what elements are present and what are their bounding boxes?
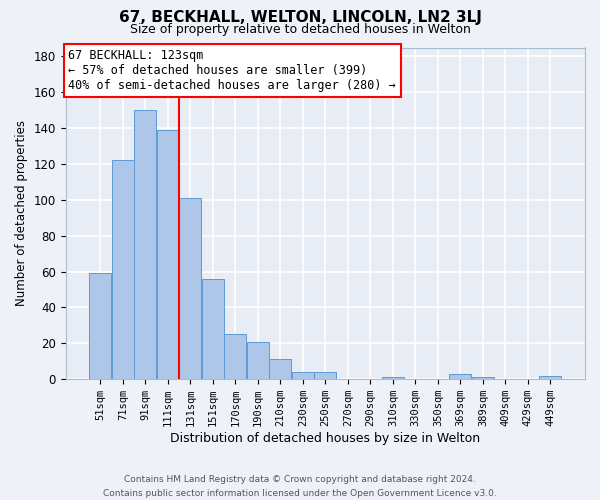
Bar xyxy=(382,378,404,379)
Bar xyxy=(112,160,134,379)
Text: 67, BECKHALL, WELTON, LINCOLN, LN2 3LJ: 67, BECKHALL, WELTON, LINCOLN, LN2 3LJ xyxy=(119,10,481,25)
Bar xyxy=(449,374,472,379)
Y-axis label: Number of detached properties: Number of detached properties xyxy=(15,120,28,306)
Bar xyxy=(247,342,269,379)
Bar xyxy=(157,130,179,379)
Text: Size of property relative to detached houses in Welton: Size of property relative to detached ho… xyxy=(130,22,470,36)
Bar xyxy=(202,279,224,379)
Bar xyxy=(314,372,337,379)
Text: Contains HM Land Registry data © Crown copyright and database right 2024.
Contai: Contains HM Land Registry data © Crown c… xyxy=(103,476,497,498)
Bar xyxy=(539,376,562,379)
Bar xyxy=(224,334,247,379)
Bar xyxy=(472,378,494,379)
Bar xyxy=(179,198,202,379)
Bar xyxy=(269,360,292,379)
X-axis label: Distribution of detached houses by size in Welton: Distribution of detached houses by size … xyxy=(170,432,481,445)
Text: 67 BECKHALL: 123sqm
← 57% of detached houses are smaller (399)
40% of semi-detac: 67 BECKHALL: 123sqm ← 57% of detached ho… xyxy=(68,49,396,92)
Bar xyxy=(89,274,112,379)
Bar xyxy=(292,372,314,379)
Bar xyxy=(134,110,157,379)
